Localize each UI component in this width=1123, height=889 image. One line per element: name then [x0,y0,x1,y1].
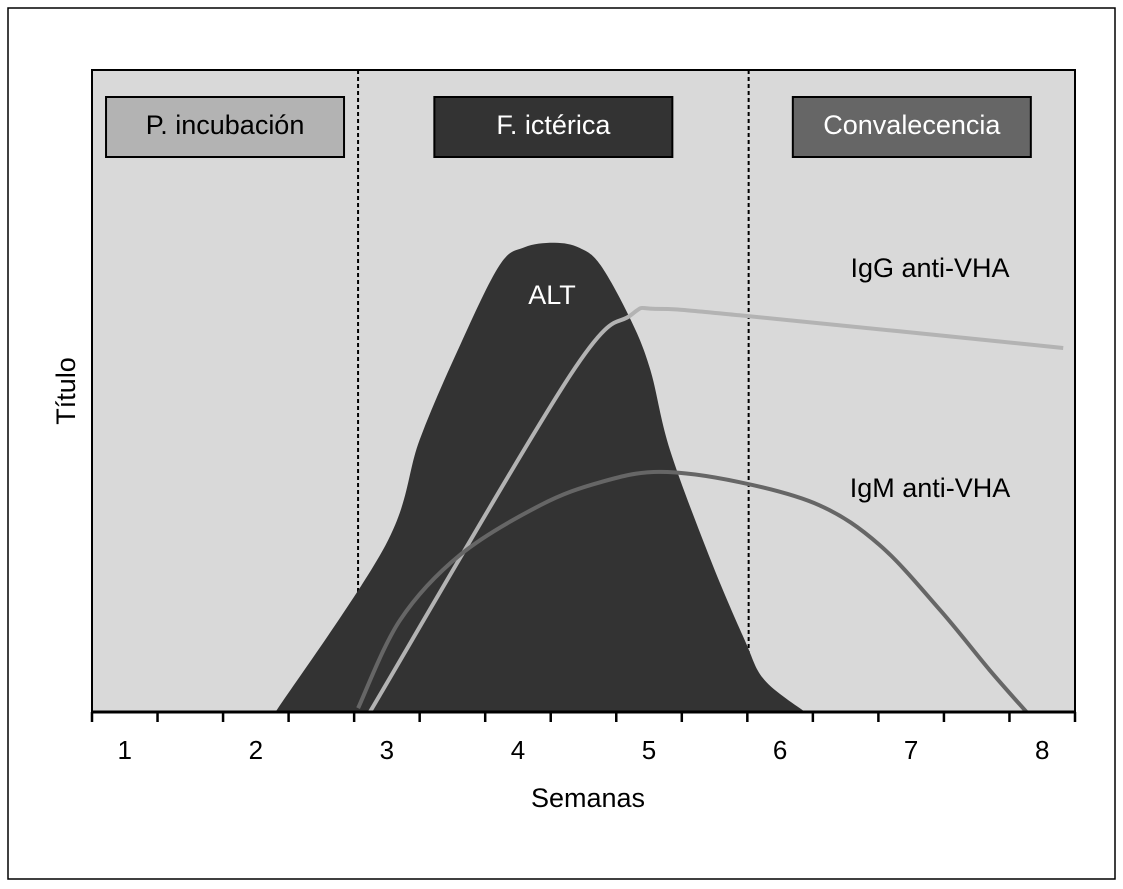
series-label: IgG anti-VHA [850,253,1009,283]
x-tick-label: 2 [249,735,263,765]
phase-box [433,96,674,158]
phase-label: F. ictérica [496,110,611,140]
phase-label: P. incubación [146,110,305,140]
y-axis-label: Título [51,357,81,425]
x-axis-label: Semanas [531,783,645,813]
line [368,305,1064,714]
x-tick-label: 6 [773,735,787,765]
phase-box [105,96,346,158]
series-label: IgM anti-VHA [850,473,1011,503]
x-tick-label: 7 [904,735,918,765]
area [275,242,806,712]
x-tick-label: 4 [511,735,525,765]
line [356,469,1029,714]
phase-box [791,96,1032,158]
x-tick-label: 3 [380,735,394,765]
phase-label: Convalecencia [823,110,1001,140]
series-label: ALT [528,280,576,310]
x-tick-label: 5 [642,735,656,765]
x-tick-label: 8 [1035,735,1049,765]
x-tick-label: 1 [118,735,132,765]
